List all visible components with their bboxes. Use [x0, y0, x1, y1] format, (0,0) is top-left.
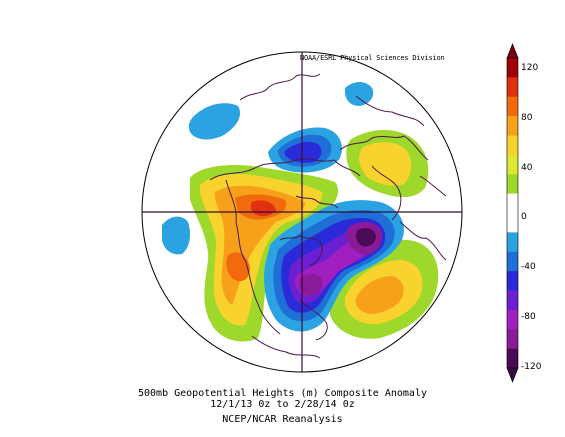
colorbar-swatch — [507, 232, 518, 253]
colorbar-swatch — [507, 135, 518, 156]
colorbar-swatch — [507, 348, 518, 369]
colorbar-swatch — [507, 116, 518, 136]
negative-anomaly-pacific — [188, 103, 241, 140]
caption-title: 500mb Geopotential Heights (m) Composite… — [138, 388, 427, 399]
colorbar-swatch — [507, 193, 518, 214]
caption-source: NCEP/NCAR Reanalysis — [222, 414, 343, 425]
colorbar-swatch — [507, 154, 518, 175]
colorbar-swatch — [507, 96, 518, 117]
colorbar-swatch — [507, 58, 518, 78]
negative-anomaly-center — [355, 228, 376, 247]
colorbar-swatch — [507, 77, 518, 98]
colorbar-swatch — [507, 309, 518, 330]
colorbar-tick-label: 40 — [521, 163, 533, 173]
colorbar-tick-label: 80 — [521, 113, 533, 123]
negative-anomaly-core-2 — [299, 273, 323, 296]
colorbar-tick-label: -120 — [521, 362, 542, 372]
colorbar-swatch — [507, 271, 518, 291]
colorbar-swatch — [507, 329, 518, 349]
caption-dates: 12/1/13 0z to 2/28/14 0z — [210, 399, 355, 410]
positive-anomaly-atlantic-core — [355, 276, 404, 314]
colorbar-tick-label: -40 — [521, 262, 536, 272]
colorbar — [506, 43, 519, 383]
negative-anomaly-eastpac — [162, 216, 190, 255]
credit-label: NOAA/ESRL Physical Sciences Division — [300, 54, 445, 62]
colorbar-top-arrow — [506, 43, 519, 59]
anomaly-field — [162, 82, 439, 342]
positive-anomaly-europe-inner — [359, 142, 412, 186]
colorbar-swatch — [507, 251, 518, 272]
negative-anomaly-scandinavia — [344, 82, 374, 106]
colorbar-bottom-arrow — [506, 367, 519, 383]
colorbar-tick-label: 0 — [521, 212, 527, 222]
colorbar-swatch — [507, 174, 518, 194]
colorbar-tick-label: -80 — [521, 312, 536, 322]
map-boundary — [141, 51, 463, 373]
colorbar-tick-label: 120 — [521, 63, 539, 73]
negative-anomaly-siberia-3 — [284, 142, 322, 163]
colorbar-swatch — [507, 213, 518, 233]
colorbar-swatch — [507, 290, 518, 311]
